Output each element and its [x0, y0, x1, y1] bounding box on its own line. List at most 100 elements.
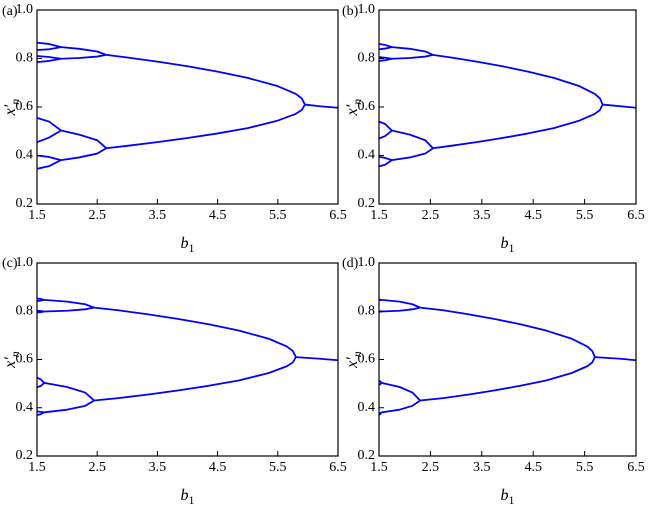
branch-line [602, 103, 636, 109]
y-tick-label: 0.8 [16, 51, 34, 66]
x-tick-label: 1.5 [28, 208, 46, 223]
branch-line [37, 57, 62, 64]
x-axis-label: b1 [501, 235, 515, 255]
branch-line [37, 376, 45, 384]
y-label-subscript: n [350, 351, 364, 357]
branch-line [44, 306, 95, 313]
branch-line [106, 53, 306, 105]
y-axis-label: x′n [2, 99, 22, 117]
panel: 1.5 2.5 3.5 4.5 5.5 6.5 0.2 0.4 0.6 0.8 1.0(c) b1 x′… [2, 255, 347, 507]
panel-label: (b) [342, 4, 359, 19]
y-tick-label: 0.6 [16, 352, 34, 367]
branch-line [44, 382, 95, 402]
branch-line [381, 299, 421, 309]
branch-line [37, 159, 62, 170]
branch-line [381, 382, 421, 402]
branch-line [295, 356, 338, 362]
branch-line [37, 382, 45, 389]
branch-line [37, 55, 62, 60]
y-tick-label: 0.4 [358, 148, 376, 163]
branch-line [37, 46, 62, 51]
panel: 1.5 2.5 3.5 4.5 5.5 6.5 0.2 0.4 0.6 0.8 1.0(a) b1 x′… [2, 2, 347, 255]
branch-line [391, 46, 434, 56]
x-tick-label: 6.5 [627, 208, 645, 223]
branch-line [44, 399, 95, 414]
y-tick-label: 1.0 [16, 2, 34, 17]
branch-line [381, 306, 421, 313]
axes-frame [378, 262, 637, 457]
panel: 1.5 2.5 3.5 4.5 5.5 6.5 0.2 0.4 0.6 0.8 1.0(d) b1 x′… [342, 255, 645, 507]
y-label-symbol: x′ [344, 357, 361, 369]
x-tick-label: 4.5 [209, 460, 227, 475]
branch-line [37, 41, 62, 48]
x-label-symbol: b [181, 487, 189, 504]
y-tick-label: 1.0 [16, 255, 34, 270]
y-tick-label: 1.0 [358, 2, 376, 17]
x-tick-label: 5.5 [269, 460, 287, 475]
x-tick-label: 5.5 [269, 208, 287, 223]
x-tick-label: 2.5 [88, 208, 106, 223]
branch-line [37, 117, 62, 132]
branch-line [391, 129, 434, 149]
x-tick-label: 4.5 [524, 460, 542, 475]
x-tick-label: 2.5 [88, 460, 106, 475]
y-label-symbol: x′ [2, 357, 19, 369]
y-axis-label: x′n [2, 351, 22, 369]
x-label-subscript: 1 [509, 241, 515, 255]
branch-line [432, 53, 604, 105]
x-tick-label: 3.5 [473, 208, 491, 223]
x-label-symbol: b [181, 235, 189, 252]
y-tick-label: 0.6 [16, 99, 34, 114]
x-tick-label: 1.5 [370, 460, 388, 475]
branch-line [94, 356, 297, 402]
branch-line [37, 411, 45, 416]
branch-line [594, 356, 636, 362]
plot-area [37, 297, 338, 416]
x-tick-label: 6.5 [329, 460, 347, 475]
y-label-subscript: n [8, 99, 22, 105]
branch-line [37, 310, 45, 314]
axes-frame [36, 9, 339, 205]
branch-line [379, 43, 393, 48]
y-label-subscript: n [8, 351, 22, 357]
y-tick-label: 1.0 [358, 255, 376, 270]
branch-line [94, 306, 297, 358]
y-tick-label: 0.8 [358, 51, 376, 66]
branch-line [37, 129, 62, 144]
branch-line [379, 57, 393, 62]
y-tick-label: 0.6 [358, 99, 376, 114]
panel: 1.5 2.5 3.5 4.5 5.5 6.5 0.2 0.4 0.6 0.8 1.0(b) b1 x′… [342, 2, 645, 255]
branch-line [432, 104, 604, 150]
branch-line [44, 299, 95, 309]
branch-line [379, 155, 393, 161]
x-tick-label: 1.5 [370, 208, 388, 223]
x-tick-label: 6.5 [329, 208, 347, 223]
y-tick-label: 0.8 [16, 303, 34, 318]
branch-line [379, 159, 393, 168]
panel-label: (a) [2, 4, 18, 19]
y-label-subscript: n [350, 99, 364, 105]
y-tick-label: 0.4 [16, 400, 34, 415]
x-tick-label: 2.5 [422, 208, 440, 223]
x-tick-label: 4.5 [524, 208, 542, 223]
x-axis-label: b1 [501, 487, 515, 507]
plot-area [379, 43, 636, 168]
branch-line [379, 46, 393, 51]
y-tick-label: 0.2 [358, 196, 376, 211]
x-label-symbol: b [501, 487, 509, 504]
panel-label: (c) [2, 256, 18, 271]
branch-line [37, 299, 45, 303]
y-axis-label: x′n [344, 351, 364, 369]
x-tick-label: 4.5 [209, 208, 227, 223]
plot-area [379, 298, 636, 416]
y-tick-label: 0.6 [358, 352, 376, 367]
y-axis-label: x′n [344, 99, 364, 117]
branch-line [60, 129, 107, 149]
y-label-symbol: x′ [2, 104, 19, 116]
x-tick-label: 3.5 [149, 208, 167, 223]
branch-line [391, 147, 434, 162]
x-tick-label: 5.5 [576, 460, 594, 475]
y-tick-label: 0.2 [358, 448, 376, 463]
x-axis-label: b1 [181, 235, 195, 255]
